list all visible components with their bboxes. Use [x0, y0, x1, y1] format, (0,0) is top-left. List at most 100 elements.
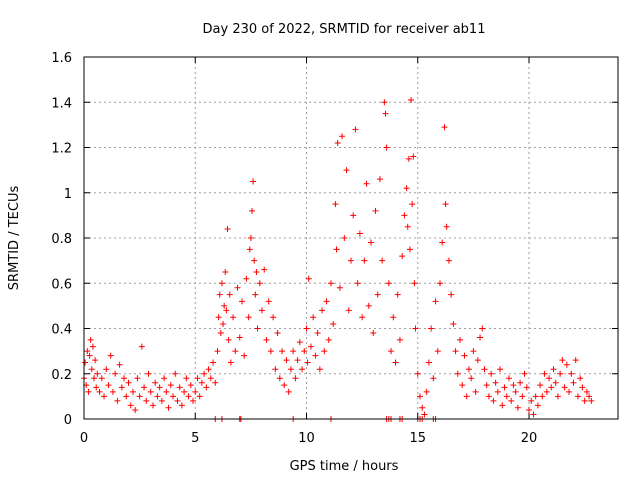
data-point	[463, 393, 470, 400]
data-point	[294, 357, 301, 364]
data-point	[84, 348, 91, 355]
data-point	[245, 314, 252, 321]
data-point	[143, 397, 150, 404]
data-point	[441, 124, 448, 131]
data-point	[388, 348, 395, 355]
data-point	[552, 379, 559, 386]
data-point	[183, 375, 190, 382]
data-point	[290, 348, 297, 355]
data-point	[251, 257, 258, 264]
data-point	[370, 330, 377, 337]
data-point	[403, 185, 410, 192]
data-point	[196, 393, 203, 400]
data-point	[345, 307, 352, 314]
data-point	[501, 384, 508, 391]
data-point	[523, 384, 530, 391]
data-point	[181, 388, 188, 395]
data-point	[505, 375, 512, 382]
data-point	[253, 268, 260, 275]
data-point	[382, 110, 389, 117]
data-point	[98, 375, 105, 382]
data-point	[210, 359, 217, 366]
data-point	[304, 359, 311, 366]
x-tick-label: 10	[298, 431, 315, 446]
data-point	[325, 336, 332, 343]
data-point	[141, 384, 148, 391]
data-point	[405, 155, 412, 162]
data-point	[218, 280, 225, 287]
data-point	[419, 404, 426, 411]
data-point	[174, 397, 181, 404]
data-point	[222, 268, 229, 275]
data-point	[243, 275, 250, 282]
data-point	[439, 239, 446, 246]
data-point	[381, 99, 388, 106]
x-tick-label: 15	[409, 431, 426, 446]
data-point	[256, 280, 263, 287]
data-point	[178, 402, 185, 409]
data-point	[330, 320, 337, 327]
data-point	[147, 388, 154, 395]
data-point	[176, 384, 183, 391]
data-point	[457, 336, 464, 343]
data-point	[534, 402, 541, 409]
data-point	[586, 393, 593, 400]
data-point	[550, 366, 557, 373]
data-point	[554, 393, 561, 400]
data-point	[434, 348, 441, 355]
data-point	[333, 246, 340, 253]
data-point	[129, 388, 136, 395]
data-point	[314, 330, 321, 337]
data-point	[86, 352, 93, 359]
data-point	[96, 388, 103, 395]
data-point	[323, 298, 330, 305]
data-point	[203, 384, 210, 391]
y-tick-label: 1	[64, 187, 72, 202]
data-point	[348, 257, 354, 264]
data-point	[299, 366, 306, 373]
data-point	[238, 298, 245, 305]
data-point	[301, 348, 308, 355]
data-point	[414, 370, 421, 377]
data-point	[412, 325, 419, 332]
data-point	[406, 246, 413, 253]
data-point	[563, 361, 570, 368]
data-point	[408, 96, 415, 103]
data-point	[101, 393, 108, 400]
data-point	[87, 336, 94, 343]
data-point	[216, 291, 223, 298]
data-point	[490, 397, 497, 404]
data-point	[503, 393, 510, 400]
data-point	[396, 336, 403, 343]
data-point	[88, 366, 95, 373]
data-point	[428, 325, 435, 332]
data-point	[477, 334, 484, 341]
data-point	[570, 379, 577, 386]
data-point	[443, 223, 450, 230]
data-point	[541, 370, 548, 377]
data-point	[519, 393, 526, 400]
data-point	[109, 388, 116, 395]
y-tick-label: 0.4	[51, 323, 72, 338]
data-point	[272, 366, 279, 373]
data-point	[172, 370, 179, 377]
data-point	[263, 336, 270, 343]
data-point	[368, 239, 375, 246]
data-point	[474, 357, 481, 364]
data-point	[437, 280, 443, 287]
data-point	[312, 352, 319, 359]
data-point	[356, 230, 363, 237]
data-point	[241, 352, 248, 359]
data-point	[167, 382, 174, 389]
data-point	[319, 307, 326, 314]
data-point	[261, 266, 268, 273]
data-point	[205, 366, 212, 373]
data-point	[517, 379, 524, 386]
data-point	[352, 126, 359, 133]
data-point	[103, 366, 110, 373]
data-point	[461, 352, 468, 359]
data-point	[521, 370, 528, 377]
data-point	[532, 393, 539, 400]
data-point	[579, 384, 586, 391]
